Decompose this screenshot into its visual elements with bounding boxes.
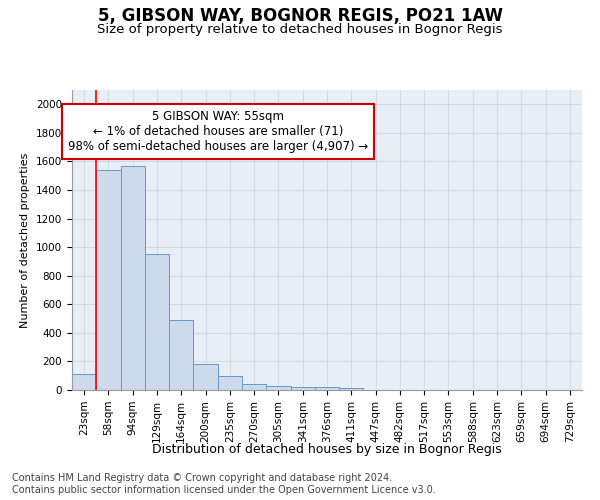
Bar — [169, 320, 193, 390]
Bar — [290, 388, 315, 390]
Bar — [193, 364, 218, 390]
Bar — [72, 374, 96, 390]
Bar — [218, 376, 242, 390]
Text: Contains HM Land Registry data © Crown copyright and database right 2024.
Contai: Contains HM Land Registry data © Crown c… — [12, 474, 436, 495]
Bar — [121, 166, 145, 390]
Text: Size of property relative to detached houses in Bognor Regis: Size of property relative to detached ho… — [97, 22, 503, 36]
Bar — [315, 388, 339, 390]
Bar — [145, 254, 169, 390]
Bar — [266, 386, 290, 390]
Y-axis label: Number of detached properties: Number of detached properties — [20, 152, 31, 328]
Text: Distribution of detached houses by size in Bognor Regis: Distribution of detached houses by size … — [152, 442, 502, 456]
Text: 5, GIBSON WAY, BOGNOR REGIS, PO21 1AW: 5, GIBSON WAY, BOGNOR REGIS, PO21 1AW — [97, 8, 503, 26]
Bar — [339, 388, 364, 390]
Text: 5 GIBSON WAY: 55sqm
← 1% of detached houses are smaller (71)
98% of semi-detache: 5 GIBSON WAY: 55sqm ← 1% of detached hou… — [68, 110, 368, 153]
Bar — [242, 384, 266, 390]
Bar — [96, 170, 121, 390]
